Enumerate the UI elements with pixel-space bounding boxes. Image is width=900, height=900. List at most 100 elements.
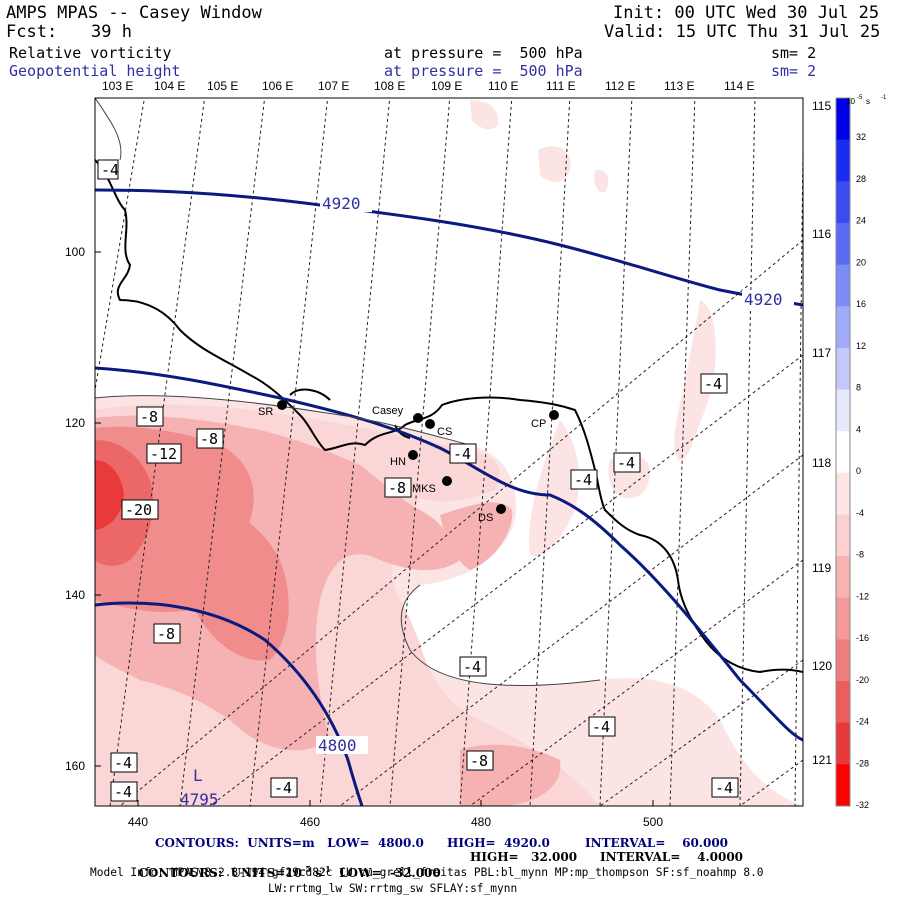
y-tick-label: 160 — [65, 759, 85, 773]
colorbar-swatch — [836, 597, 850, 640]
svg-text:10: 10 — [846, 97, 855, 106]
lon-label: 115 E — [812, 99, 842, 113]
lon-label: 108 E — [374, 79, 405, 93]
colorbar-swatch — [836, 222, 850, 266]
vort-label: -4 — [574, 471, 592, 489]
vorticity-contours — [95, 98, 601, 687]
svg-text:-1: -1 — [881, 95, 887, 101]
colorbar-label: 24 — [856, 216, 866, 226]
vorticity-area-minus20 — [95, 460, 124, 530]
colorbar-label: -20 — [856, 675, 869, 685]
low-center-letter: L — [193, 766, 203, 785]
station-dot-mks — [442, 476, 452, 486]
colorbar-labels: 32 28 24 20 16 12 8 4 0 -4 -8 -12 -16 -20 -24 -28 -32 — [856, 132, 869, 810]
colorbar-label: 32 — [856, 132, 866, 142]
height-contours — [95, 188, 803, 806]
map-title: AMPS MPAS -- Casey Window — [6, 3, 262, 23]
colorbar-frame — [835, 97, 851, 807]
lon-label: 104 E — [154, 79, 185, 93]
station-label: Casey — [372, 405, 404, 417]
colorbar-unit: 10 -5 s -1 — [846, 95, 887, 106]
lon-label: 103 E — [102, 79, 133, 93]
x-axis-labels: 440 460 480 500 — [128, 815, 663, 829]
colorbar-label: 0 — [856, 466, 861, 476]
forecast-label: Fcst: — [6, 22, 58, 42]
colorbar-swatch — [836, 264, 850, 307]
colorbar-label: 12 — [856, 341, 866, 351]
low-center-value: 4795 — [180, 790, 219, 809]
field2-name: Geopotential height — [9, 62, 181, 80]
colorbar-swatch — [836, 681, 850, 724]
colorbar-label: -8 — [856, 550, 864, 560]
right-longitude-labels: 115 E 116 E 117 E 118 E 119 E 120 E 121 … — [812, 99, 843, 767]
colorbar-swatch — [836, 181, 850, 224]
field1-smoothing: sm= 2 — [771, 44, 817, 62]
colorbar-label: -4 — [856, 508, 864, 518]
station-dot-hn — [408, 450, 418, 460]
height-label: 4920 — [322, 194, 361, 213]
lon-label: 119 E — [812, 561, 842, 575]
height-value-labels: 4920 4920 4800 L 4795 — [180, 194, 794, 809]
colorbar-label: 4 — [856, 424, 861, 434]
colorbar-label: -24 — [856, 717, 869, 727]
vort-label: -4 — [617, 454, 635, 472]
init-time: Init: 00 UTC Wed 30 Jul 25 — [613, 3, 880, 23]
station-label: MKS — [412, 483, 436, 495]
vort-label: -8 — [157, 625, 175, 643]
vort-label: -4 — [704, 375, 722, 393]
colorbar-swatch — [836, 722, 850, 765]
colorbar-swatch — [836, 431, 850, 474]
colorbar-swatch — [836, 139, 850, 182]
vort-label: -20 — [125, 501, 152, 519]
height-contour-info: CONTOURS: UNITS=m LOW= 4800.0 — [155, 836, 424, 850]
station-label: CP — [531, 418, 546, 430]
svg-text:s: s — [866, 97, 870, 106]
colorbar-swatch — [836, 472, 850, 515]
x-tick-label: 480 — [471, 815, 491, 829]
colorbar-label: -32 — [856, 800, 869, 810]
colorbar-swatch — [836, 347, 850, 391]
station-labels: SR Casey CS CP HN MKS DS — [258, 405, 546, 524]
lon-label: 113 E — [664, 79, 694, 93]
colorbar-swatch — [836, 764, 850, 807]
axis-ticks — [95, 251, 654, 806]
model-info: Model Info: MPASv8.2.3-194-gf29cd82c CU:… — [90, 866, 764, 879]
height-contour-interval: INTERVAL= 60.000 — [585, 836, 729, 850]
stations — [277, 400, 559, 514]
lon-label: 111 E — [546, 79, 576, 93]
colorbar-swatch — [836, 514, 850, 557]
vort-label: -4 — [592, 718, 610, 736]
station-label: CS — [437, 426, 452, 438]
vort-label: -8 — [200, 430, 218, 448]
colorbar-swatch — [836, 98, 850, 141]
vort-label: -12 — [150, 445, 177, 463]
station-dot-cs — [425, 419, 435, 429]
colorbar-swatch — [836, 639, 850, 682]
station-label: SR — [258, 406, 273, 418]
x-tick-label: 460 — [300, 815, 320, 829]
vorticity-contour-info: CONTOURS: UNITS=10-5 s-1 LOW= -32.000 — [138, 864, 441, 880]
field2-level: at pressure = 500 hPa — [384, 62, 583, 80]
forecast-hour: 39 h — [91, 22, 132, 42]
station-label: HN — [390, 456, 406, 468]
valid-time: Valid: 15 UTC Thu 31 Jul 25 — [604, 22, 881, 42]
field1-name: Relative vorticity — [9, 44, 172, 62]
top-longitude-labels: 103 E 104 E 105 E 106 E 107 E 108 E 109 … — [102, 79, 754, 93]
vort-label: -4 — [715, 779, 733, 797]
vort-label: -4 — [453, 445, 471, 463]
lon-label: 107 E — [318, 79, 349, 93]
height-contour-high: HIGH= 4920.0 — [447, 836, 550, 850]
vorticity-value-labels: -4 -8 -12 -20 -8 -4 -8 -4 -4 -8 -4 -4 -4… — [97, 159, 739, 802]
vort-label: -8 — [140, 408, 158, 426]
lon-label: 109 E — [431, 79, 462, 93]
vort-label: -4 — [114, 754, 132, 772]
height-label: 4920 — [744, 290, 783, 309]
vort-label: -4 — [114, 783, 132, 801]
graticule — [95, 98, 803, 806]
lon-label: 112 E — [605, 79, 635, 93]
colorbar-label: -12 — [856, 591, 869, 601]
svg-text:-5: -5 — [857, 95, 863, 101]
y-tick-label: 120 — [65, 416, 85, 430]
vort-label: -4 — [274, 779, 292, 797]
